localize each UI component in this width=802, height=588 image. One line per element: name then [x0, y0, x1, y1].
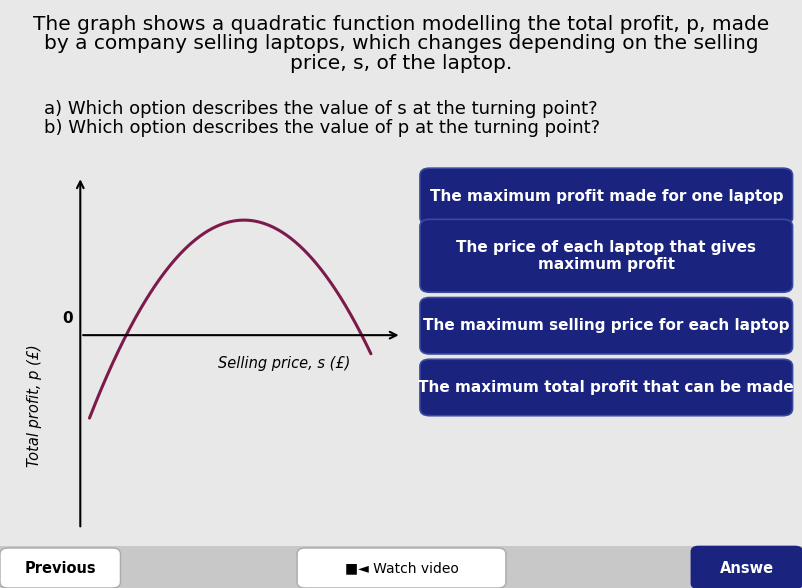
- Text: ■◄ Watch video: ■◄ Watch video: [344, 561, 458, 575]
- Text: a) Which option describes the value of s at the turning point?: a) Which option describes the value of s…: [44, 100, 597, 118]
- Text: price, s, of the laptop.: price, s, of the laptop.: [290, 54, 512, 72]
- Text: The price of each laptop that gives
maximum profit: The price of each laptop that gives maxi…: [456, 239, 755, 272]
- Text: The maximum total profit that can be made: The maximum total profit that can be mad…: [418, 380, 793, 395]
- Text: 0: 0: [62, 311, 72, 326]
- Text: by a company selling laptops, which changes depending on the selling: by a company selling laptops, which chan…: [44, 34, 758, 53]
- Text: Selling price, s (£): Selling price, s (£): [217, 356, 350, 372]
- Text: The maximum selling price for each laptop: The maximum selling price for each lapto…: [423, 318, 788, 333]
- Text: Total profit, p (£): Total profit, p (£): [27, 345, 42, 467]
- Text: b) Which option describes the value of p at the turning point?: b) Which option describes the value of p…: [44, 119, 600, 137]
- Text: Answe: Answe: [719, 560, 773, 576]
- Text: The maximum profit made for one laptop: The maximum profit made for one laptop: [429, 189, 782, 204]
- Text: The graph shows a quadratic function modelling the total profit, p, made: The graph shows a quadratic function mod…: [34, 15, 768, 34]
- Text: Previous: Previous: [24, 560, 96, 576]
